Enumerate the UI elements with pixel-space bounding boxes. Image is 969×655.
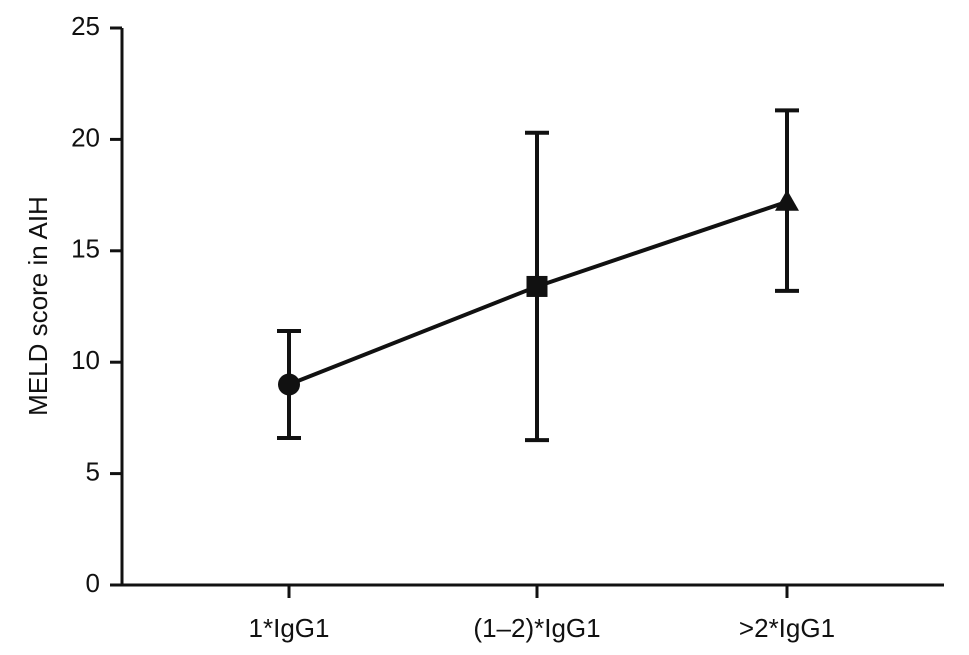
- data-point-triangle: [775, 189, 799, 211]
- data-point-square: [526, 275, 548, 297]
- x-tick-label: 1*IgG1: [249, 613, 330, 643]
- y-tick-label: 25: [71, 11, 100, 41]
- y-ticks: 0 5 10 15 20 25: [71, 11, 122, 598]
- y-tick-label: 15: [71, 234, 100, 264]
- y-axis-title: MELD score in AIH: [23, 196, 53, 416]
- y-axis: 0 5 10 15 20 25 MELD score in AIH: [23, 11, 124, 598]
- plot-area: [277, 108, 799, 443]
- data-point-circle: [278, 373, 300, 396]
- x-ticks: 1*IgG1 (1–2)*IgG1 >2*IgG1: [249, 585, 835, 643]
- y-tick-label: 0: [86, 568, 100, 598]
- y-tick-label: 5: [86, 456, 100, 486]
- y-tick-label: 20: [71, 122, 100, 152]
- x-axis: 1*IgG1 (1–2)*IgG1 >2*IgG1: [120, 583, 944, 643]
- x-tick-label: (1–2)*IgG1: [473, 613, 600, 643]
- x-tick-label: >2*IgG1: [739, 613, 835, 643]
- y-tick-label: 10: [71, 345, 100, 375]
